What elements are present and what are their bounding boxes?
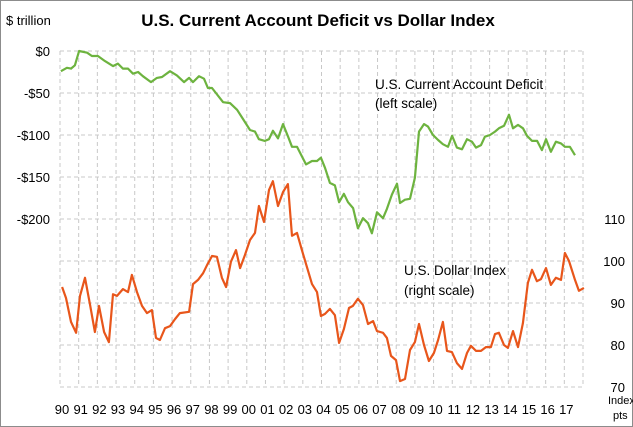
- dollar-index-annotation-line1: U.S. Dollar Index: [404, 263, 506, 278]
- x-tick-label: 17: [559, 402, 573, 417]
- x-tick-label: 09: [410, 402, 424, 417]
- x-tick-label: 91: [73, 402, 87, 417]
- x-tick-label: 93: [111, 402, 125, 417]
- y-left-tick-label: -$100: [17, 128, 50, 143]
- x-tick-label: 11: [448, 402, 462, 417]
- x-tick-label: 00: [242, 402, 256, 417]
- x-tick-label: 14: [503, 402, 517, 417]
- x-tick-label: 10: [428, 402, 442, 417]
- y-right-tick-label: 90: [611, 296, 625, 311]
- x-tick-label: 04: [316, 402, 330, 417]
- y-left-tick-label: $0: [36, 44, 50, 59]
- y-right-tick-label: 100: [603, 254, 625, 269]
- x-tick-label: 02: [279, 402, 293, 417]
- y-axis-left-label: $ trillion: [6, 13, 51, 28]
- gridlines: [59, 50, 584, 388]
- x-tick-label: 05: [335, 402, 349, 417]
- series-lines: [60, 49, 585, 383]
- x-tick-label: 13: [484, 402, 498, 417]
- x-axis-ticks: 90 91 92 93 94 95 96 97 98 99 00 01 02 03 04 05 06 07 08 09…: [55, 402, 574, 417]
- deficit-annotation-line1: U.S. Current Account Deficit: [375, 77, 543, 92]
- x-tick-label: 06: [354, 402, 368, 417]
- x-tick-label: 95: [148, 402, 162, 417]
- x-tick-label: 90: [55, 402, 69, 417]
- dollar-index-line: [61, 180, 585, 383]
- y-left-tick-label: -$200: [17, 212, 50, 227]
- y-axis-right-label-line2: pts: [613, 410, 628, 422]
- y-left-tick-label: -$150: [17, 170, 50, 185]
- current-account-deficit-line: [60, 49, 576, 235]
- dollar-index-annotation-line2: (right scale): [404, 283, 475, 298]
- y-left-tick-label: -$50: [24, 86, 50, 101]
- y-right-tick-label: 110: [604, 212, 625, 227]
- x-tick-label: 94: [129, 402, 143, 417]
- y-axis-right-ticks: 110 100 90 80 70: [603, 212, 625, 395]
- y-axis-right-label-line1: Index: [608, 395, 633, 407]
- chart-title: U.S. Current Account Deficit vs Dollar I…: [141, 11, 495, 30]
- y-axis-left-ticks: $0 -$50 -$100 -$150 -$200: [17, 44, 50, 227]
- x-tick-label: 03: [298, 402, 312, 417]
- x-tick-label: 07: [372, 402, 386, 417]
- y-right-tick-label: 80: [611, 338, 625, 353]
- x-tick-label: 01: [260, 402, 274, 417]
- x-tick-label: 96: [167, 402, 181, 417]
- x-tick-label: 99: [223, 402, 237, 417]
- x-tick-label: 15: [522, 402, 536, 417]
- x-tick-label: 12: [466, 402, 480, 417]
- deficit-annotation-line2: (left scale): [375, 96, 437, 111]
- x-tick-label: 16: [540, 402, 554, 417]
- y-right-tick-label: 70: [611, 380, 625, 395]
- x-tick-label: 08: [391, 402, 405, 417]
- x-tick-label: 92: [92, 402, 106, 417]
- x-tick-label: 97: [186, 402, 200, 417]
- x-tick-label: 98: [204, 402, 218, 417]
